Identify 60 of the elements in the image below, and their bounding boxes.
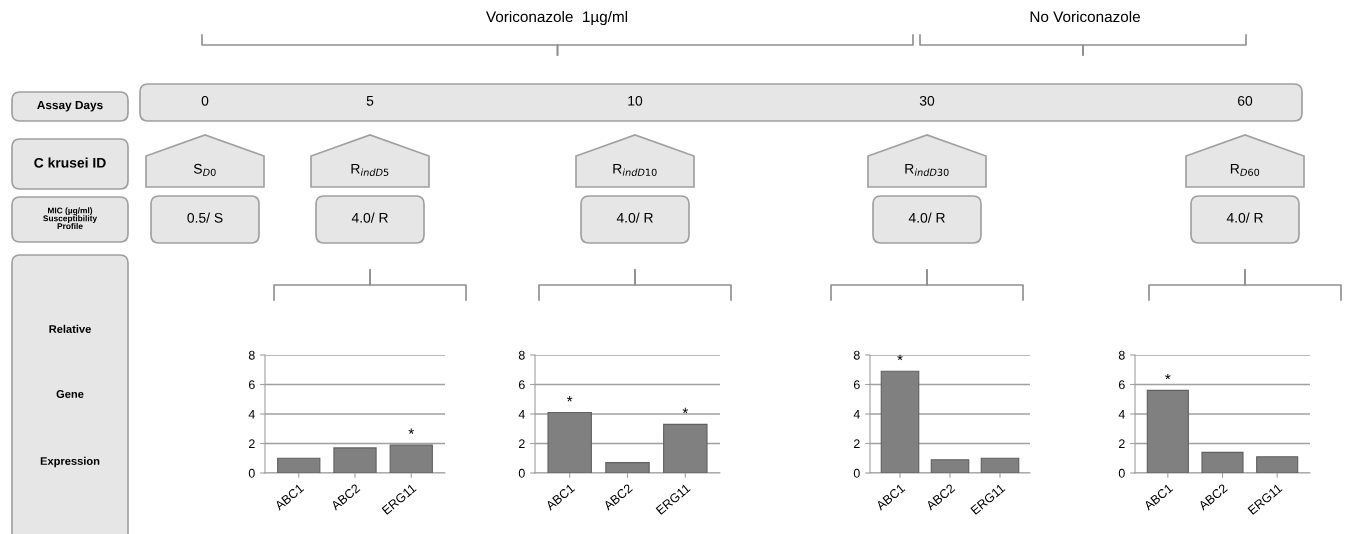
data-label: * <box>566 396 573 402</box>
bar <box>1256 456 1299 473</box>
bar <box>389 444 433 473</box>
y-tick-label: 2 <box>518 439 525 449</box>
data-label: * <box>1165 373 1171 380</box>
y-tick-label: 6 <box>248 380 255 390</box>
y-tick-label: 0 <box>518 468 525 478</box>
y-tick-label: 0 <box>853 468 860 478</box>
y-tick-label: 8 <box>1118 350 1125 360</box>
text: 0.5/ S <box>187 212 223 223</box>
text: C krusei ID <box>34 157 106 168</box>
text: R$_{indD5}$ <box>351 164 389 176</box>
text: Assay Days <box>37 100 103 112</box>
text: 5 <box>366 96 374 106</box>
text: R$_{indD30}$ <box>905 164 949 176</box>
bar <box>547 411 592 473</box>
text: 0 <box>201 95 209 106</box>
y-tick-label: 2 <box>853 439 860 449</box>
data-label: * <box>408 428 414 434</box>
y-tick-label: 6 <box>853 380 860 390</box>
bar <box>333 447 377 473</box>
text: 10 <box>628 95 643 106</box>
text: No Voriconazole <box>1030 10 1140 23</box>
y-tick-label: 6 <box>1118 380 1125 390</box>
text: MIC (µg/ml) Susceptibility Profile <box>43 207 98 230</box>
y-tick-label: 2 <box>1118 439 1125 449</box>
bar <box>880 370 920 473</box>
y-tick-label: 8 <box>853 350 860 360</box>
y-tick-label: 8 <box>248 350 255 360</box>
y-tick-label: 4 <box>518 409 525 419</box>
text: R$_{indD10}$ <box>613 164 657 176</box>
y-tick-label: 8 <box>518 350 525 360</box>
bar <box>1201 451 1244 473</box>
text: 60 <box>1237 95 1253 106</box>
bar <box>605 462 650 473</box>
text: 4.0/ R <box>908 212 945 223</box>
text: 30 <box>919 95 935 106</box>
text: Gene <box>56 390 84 398</box>
text: R$_{D60}$ <box>1230 164 1260 176</box>
y-tick-label: 6 <box>518 380 525 390</box>
y-tick-label: 2 <box>248 439 255 449</box>
bar <box>277 457 321 473</box>
text: 4.0/ R <box>1226 212 1263 223</box>
text: Relative <box>49 324 91 333</box>
y-tick-label: 4 <box>1118 409 1125 419</box>
text: Expression <box>40 456 100 468</box>
text: S$_{D0}$ <box>193 163 216 176</box>
data-label: * <box>897 354 903 361</box>
text: 4.0/ R <box>616 212 653 223</box>
bar <box>930 459 970 473</box>
bar <box>1146 389 1189 473</box>
data-label: * <box>682 407 689 414</box>
y-tick-label: 0 <box>248 468 255 478</box>
y-tick-label: 0 <box>1118 468 1125 478</box>
bar <box>663 423 708 473</box>
y-tick-label: 4 <box>248 409 255 419</box>
bar <box>980 457 1020 473</box>
y-tick-label: 4 <box>853 409 860 419</box>
text: 4.0/ R <box>351 212 388 223</box>
text: Voriconazole 1µg/ml <box>486 10 628 26</box>
